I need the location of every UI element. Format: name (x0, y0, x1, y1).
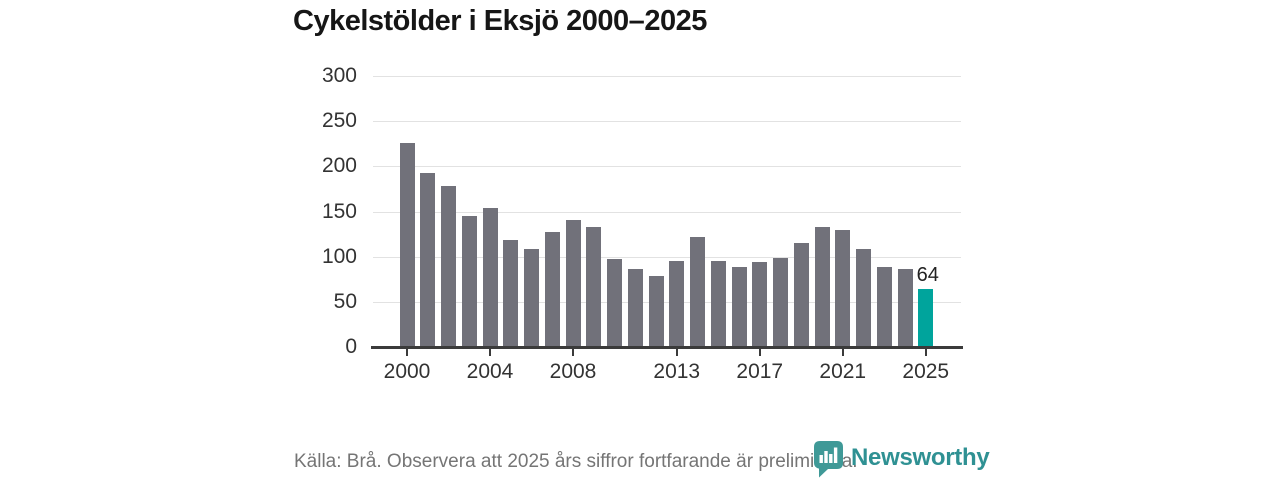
x-tick-2017 (758, 349, 761, 356)
y-tick-label-200: 200 (321, 154, 357, 178)
gridline-200 (373, 166, 961, 168)
x-axis-line (371, 346, 963, 349)
gridline-250 (373, 121, 961, 123)
bar-2015 (710, 261, 726, 347)
bar-2012 (648, 275, 664, 347)
plot-area: 64 2000 2004 2008 2013 2017 2021 2025 (371, 76, 963, 383)
bar-2022 (856, 249, 871, 347)
y-tick-label-100: 100 (321, 244, 357, 268)
bar-2005 (503, 239, 519, 347)
x-tick-label-2013: 2013 (653, 360, 701, 383)
bar-2001 (420, 172, 436, 347)
y-tick-label-300: 300 (321, 64, 357, 87)
x-tick-label-2008: 2008 (549, 360, 597, 383)
y-tick-label-50: 50 (333, 289, 357, 313)
bar-2010 (607, 259, 622, 347)
bar-2004 (482, 207, 498, 347)
gridline-100 (373, 256, 961, 258)
y-tick-label-0: 0 (345, 335, 357, 358)
bar-2024 (897, 269, 913, 347)
x-tick-2004 (489, 349, 491, 356)
bar-2014 (690, 236, 705, 347)
bar-2020 (814, 226, 830, 347)
x-tick-label-2004: 2004 (466, 360, 514, 383)
newsworthy-logo: Newsworthy (814, 441, 990, 478)
bar-2009 (586, 226, 602, 347)
bar-2017 (752, 262, 768, 347)
x-tick-label-2000: 2000 (383, 360, 431, 383)
bar-2016 (731, 266, 747, 347)
bar-2021 (835, 229, 851, 347)
x-tick-2000 (406, 349, 408, 356)
bar-2008 (565, 219, 581, 347)
bar-2025 (918, 289, 934, 347)
x-tick-2021 (841, 349, 844, 356)
x-tick-label-2025: 2025 (902, 360, 950, 383)
bar-2007 (544, 232, 560, 347)
x-tick-label-2017: 2017 (736, 360, 784, 383)
bar-2006 (524, 249, 539, 347)
bar-2013 (669, 261, 685, 347)
bar-2000 (399, 142, 415, 347)
gridline-300 (373, 76, 961, 77)
gridline-50 (373, 301, 961, 303)
bar-2003 (461, 216, 477, 347)
bar-2002 (441, 186, 456, 347)
bar-value-label-2025: 64 (916, 264, 939, 287)
newsworthy-logo-text: Newsworthy (851, 444, 990, 471)
gridline-150 (373, 211, 961, 213)
x-tick-2025 (924, 349, 927, 356)
bar-2019 (793, 243, 809, 347)
x-tick-2013 (675, 349, 678, 356)
chart-title: Cykelstölder i Eksjö 2000–2025 (293, 5, 707, 37)
bar-2023 (876, 266, 892, 347)
x-tick-label-2021: 2021 (819, 360, 867, 383)
x-tick-2008 (572, 349, 574, 356)
y-tick-label-250: 250 (321, 109, 357, 133)
bar-2018 (773, 257, 788, 347)
source-note: Källa: Brå. Observera att 2025 års siffr… (294, 451, 858, 472)
y-tick-label-150: 150 (321, 199, 357, 223)
newsworthy-logo-icon (814, 441, 843, 478)
bar-2011 (627, 269, 643, 347)
